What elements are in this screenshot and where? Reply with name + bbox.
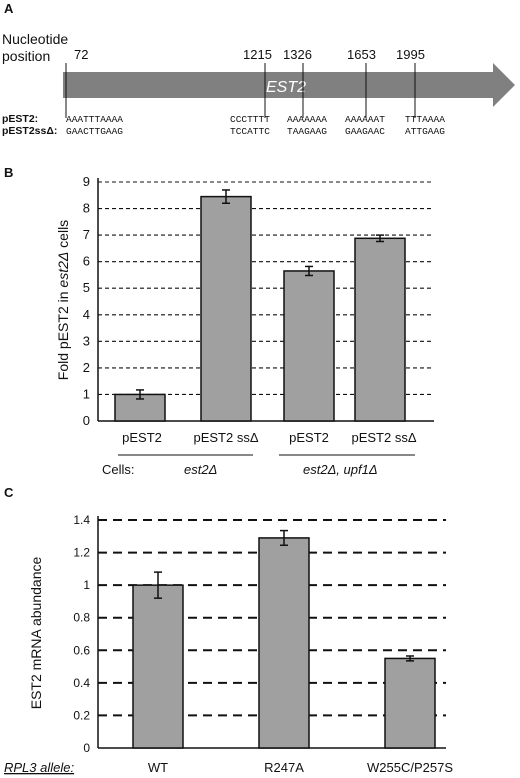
panel-b-letter: B (4, 165, 13, 180)
position-1995: 1995 (396, 47, 425, 62)
y-tick-label: 0.2 (73, 708, 90, 722)
panel-a-letter: A (4, 1, 14, 16)
y-tick-label: 0.4 (73, 676, 90, 690)
nucleotide-positions: 72 1215 1326 1653 1995 (74, 47, 425, 62)
chart-b-ylabel: Fold pEST2 in est2Δ cells (55, 220, 71, 380)
panel-c-letter: C (4, 485, 14, 500)
y-tick-label: 1 (83, 578, 90, 592)
seq-pest2ss-1215: TCCATTC (230, 126, 270, 137)
x-category-label: pEST2 ssΔ (193, 430, 258, 445)
y-tick-label: 7 (83, 227, 90, 242)
group1-label: est2Δ (184, 462, 217, 477)
x-category-label: W255C/P257S (367, 760, 453, 775)
seq-pest2-72: AAATTTAAAA (66, 114, 123, 125)
position-label-line2: position (2, 48, 50, 64)
x-category-label: pEST2 ssΔ (351, 430, 416, 445)
y-tick-label: 4 (83, 307, 90, 322)
bar (200, 195, 252, 422)
row-label-pest2: pEST2: (2, 113, 38, 125)
y-tick-label: 0.8 (73, 611, 90, 625)
seq-pest2ss-1326: TAAGAAG (287, 126, 327, 137)
y-tick-label: 1 (83, 386, 90, 401)
x-category-label: pEST2 (122, 430, 162, 445)
y-tick-label: 3 (83, 333, 90, 348)
x-category-label: pEST2 (289, 430, 329, 445)
y-tick-label: 1.2 (73, 546, 90, 560)
seq-pest2-1995: TTTAAAA (405, 114, 445, 125)
y-tick-label: 8 (83, 201, 90, 216)
seq-pest2ss-72: GAACTTGAAG (66, 126, 123, 137)
y-tick-label: 6 (83, 254, 90, 269)
position-72: 72 (74, 47, 88, 62)
sequence-row-pest2ss: GAACTTGAAG TCCATTC TAAGAAG GAAGAAC ATTGA… (66, 126, 445, 137)
chart-c: 0 0.2 0.4 0.6 0.8 1 1.2 1.4 WT R247A W255C/P257S (73, 513, 453, 775)
rpl3-allele-label: RPL3 allele: (4, 760, 74, 775)
gene-arrow (63, 63, 515, 107)
y-tick-label: 0 (83, 741, 90, 755)
bar (384, 657, 436, 749)
group2-label: est2Δ, upf1Δ (303, 462, 378, 477)
row-label-pest2ss: pEST2ssΔ: (2, 125, 57, 137)
y-tick-label: 9 (83, 174, 90, 189)
position-1215: 1215 (243, 47, 272, 62)
cells-label: Cells: (102, 462, 135, 477)
chart-b-ylabel-part3: cells (55, 220, 71, 252)
seq-pest2-1215: CCCTTTT (230, 114, 270, 125)
seq-pest2-1326: AAAAAAA (287, 114, 327, 125)
chart-b-ylabel-part2: est2Δ (55, 252, 71, 288)
position-label-line1: Nucleotide (2, 31, 68, 47)
sequence-row-pest2: AAATTTAAAA CCCTTTT AAAAAAA AAAAAAT TTTAA… (66, 114, 445, 125)
x-category-label: R247A (264, 760, 304, 775)
y-tick-label: 5 (83, 280, 90, 295)
seq-pest2ss-1995: ATTGAAG (405, 126, 445, 137)
gene-label: EST2 (266, 79, 306, 96)
x-category-label: WT (148, 760, 168, 775)
chart-c-ylabel: EST2 mRNA abundance (28, 557, 44, 710)
bar (283, 270, 335, 422)
bar (132, 584, 184, 749)
position-1653: 1653 (347, 47, 376, 62)
chart-b-ylabel-part1: Fold pEST2 in (55, 288, 71, 381)
y-tick-label: 1.4 (73, 513, 90, 527)
bar (258, 537, 310, 749)
seq-pest2ss-1653: GAAGAAC (345, 126, 385, 137)
y-tick-label: 0.6 (73, 643, 90, 657)
position-1326: 1326 (283, 47, 312, 62)
seq-pest2-1653: AAAAAAT (345, 114, 385, 125)
y-tick-label: 0 (83, 413, 90, 428)
chart-b: 0 1 2 3 4 5 6 7 8 9 pEST2 pEST2 ssΔ pEST2 pEST2 ssΔ (83, 174, 434, 445)
bar (354, 237, 406, 422)
y-tick-label: 2 (83, 360, 90, 375)
